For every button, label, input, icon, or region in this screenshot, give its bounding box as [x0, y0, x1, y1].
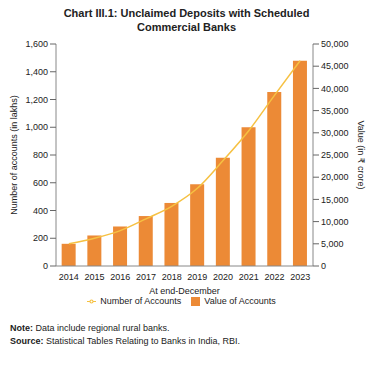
svg-text:2021: 2021 — [239, 272, 259, 282]
svg-text:15,000: 15,000 — [321, 195, 349, 205]
svg-text:Value (in ₹ crore): Value (in ₹ crore) — [356, 120, 365, 189]
html-text:Number of Accounts: Number of Accounts — [100, 296, 182, 306]
html-text:Source: Statistical Tables Rel: Source: Statistical Tables Relating to B… — [10, 336, 240, 346]
svg-text:At end-December: At end-December — [149, 286, 220, 296]
svg-text:35,000: 35,000 — [321, 106, 349, 116]
svg-text:600: 600 — [33, 178, 48, 188]
svg-text:2019: 2019 — [187, 272, 207, 282]
svg-text:2020: 2020 — [213, 272, 233, 282]
svg-text:2017: 2017 — [136, 272, 156, 282]
html-text:Note: Data include regional ru: Note: Data include regional rural banks. — [10, 323, 170, 333]
html-text:Value of Accounts: Value of Accounts — [204, 296, 276, 306]
svg-text:25,000: 25,000 — [321, 150, 349, 160]
svg-text:Number of accounts (in lakhs): Number of accounts (in lakhs) — [9, 95, 19, 215]
svg-text:800: 800 — [33, 150, 48, 160]
svg-text:40,000: 40,000 — [321, 84, 349, 94]
svg-text:5,000: 5,000 — [321, 239, 344, 249]
svg-text:1,400: 1,400 — [25, 67, 48, 77]
svg-text:2014: 2014 — [59, 272, 79, 282]
html-text:Chart III.1: Unclaimed Deposit: Chart III.1: Unclaimed Deposits with Sch… — [63, 7, 310, 33]
svg-text:2018: 2018 — [162, 272, 182, 282]
svg-text:1,600: 1,600 — [25, 39, 48, 49]
svg-text:1,000: 1,000 — [25, 122, 48, 132]
svg-text:1,200: 1,200 — [25, 95, 48, 105]
svg-text:200: 200 — [33, 233, 48, 243]
svg-text:2022: 2022 — [264, 272, 284, 282]
svg-text:2023: 2023 — [290, 272, 310, 282]
svg-text:30,000: 30,000 — [321, 128, 349, 138]
svg-text:0: 0 — [43, 261, 48, 271]
svg-text:50,000: 50,000 — [321, 39, 349, 49]
svg-text:2015: 2015 — [85, 272, 105, 282]
svg-text:2016: 2016 — [110, 272, 130, 282]
svg-text:400: 400 — [33, 206, 48, 216]
svg-text:20,000: 20,000 — [321, 172, 349, 182]
svg-text:45,000: 45,000 — [321, 61, 349, 71]
svg-text:0: 0 — [321, 261, 326, 271]
svg-text:10,000: 10,000 — [321, 217, 349, 227]
